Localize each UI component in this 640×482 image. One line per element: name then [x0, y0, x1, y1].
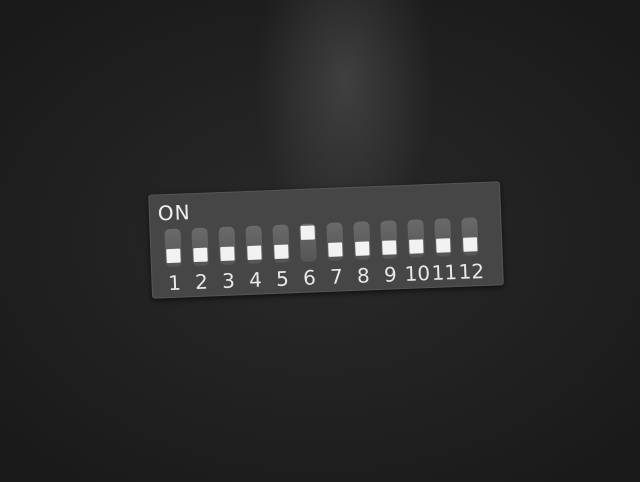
- switch-number: 1: [167, 270, 182, 296]
- switch-number: 7: [329, 264, 344, 289]
- switch-number: 6: [302, 265, 317, 290]
- switch-5[interactable]: 5: [270, 224, 292, 291]
- switch-number: 12: [458, 258, 485, 284]
- switch-knob[interactable]: [409, 239, 424, 254]
- switch-knob[interactable]: [220, 246, 235, 262]
- switch-knob[interactable]: [300, 225, 315, 240]
- switch-knob[interactable]: [382, 240, 397, 255]
- switch-knob[interactable]: [247, 245, 262, 261]
- dip-switch-block: ON 1 2 3 4 5 6 7 8 9 10 11 12: [148, 181, 504, 299]
- switch-knob[interactable]: [328, 242, 343, 257]
- switch-number: 11: [431, 260, 458, 285]
- switch-number: 3: [221, 268, 236, 294]
- switch-knob[interactable]: [436, 238, 451, 253]
- switch-10[interactable]: 10: [404, 219, 431, 286]
- switch-knob[interactable]: [274, 244, 289, 259]
- switch-knob[interactable]: [193, 247, 208, 263]
- switch-knob[interactable]: [166, 248, 181, 264]
- switch-12[interactable]: 12: [458, 217, 485, 284]
- switch-9[interactable]: 9: [378, 220, 400, 287]
- switch-number: 4: [248, 267, 263, 292]
- switch-1[interactable]: 1: [162, 228, 184, 296]
- switch-7[interactable]: 7: [324, 222, 346, 289]
- switch-number: 8: [356, 263, 371, 288]
- switch-11[interactable]: 11: [431, 218, 458, 285]
- switch-knob[interactable]: [463, 237, 478, 252]
- switch-4[interactable]: 4: [243, 225, 265, 292]
- switch-8[interactable]: 8: [351, 221, 373, 288]
- switch-number: 2: [194, 269, 209, 295]
- switch-2[interactable]: 2: [189, 227, 211, 295]
- switch-number: 10: [404, 261, 431, 286]
- switch-number: 5: [275, 266, 290, 291]
- switch-row: 1 2 3 4 5 6 7 8 9 10 11 12: [162, 217, 485, 296]
- switch-knob[interactable]: [355, 241, 370, 256]
- switch-6[interactable]: 6: [297, 223, 319, 290]
- switch-number: 9: [383, 262, 398, 287]
- on-label: ON: [157, 200, 191, 226]
- switch-3[interactable]: 3: [216, 226, 238, 294]
